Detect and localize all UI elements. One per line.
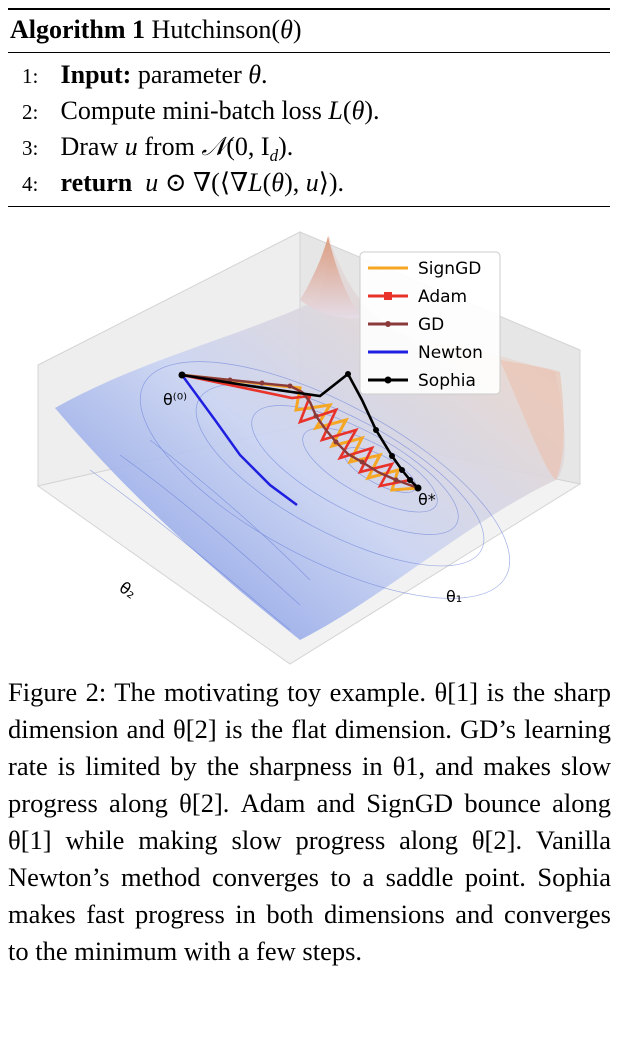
newton-trajectory <box>180 374 298 507</box>
sophia-markers <box>178 371 422 492</box>
gd-markers <box>227 377 399 483</box>
algorithm-line-4: 4: return u ⊙ ∇(⟨∇L(θ), u⟩). <box>22 166 344 201</box>
legend-box <box>359 251 501 395</box>
legend: SignGD Adam GD Newton Sophia <box>359 251 501 395</box>
line-keyword: return <box>60 168 133 197</box>
legend-item-gd: GD <box>368 315 444 335</box>
legend-label: Sophia <box>418 371 476 391</box>
caption-text: Figure 2: The motivating toy example. θ[… <box>8 677 611 966</box>
line-number: 3: <box>22 136 39 160</box>
algorithm-line-1: 1: Input: parameter θ. <box>22 58 268 93</box>
line-keyword: Input: <box>60 60 132 89</box>
line-text: parameter θ. <box>137 60 268 89</box>
optimum-label: θ* <box>418 490 436 509</box>
start-point-label: θ⁽⁰⁾ <box>163 390 187 409</box>
surface-right-ridge <box>500 360 564 480</box>
surface-peak <box>300 236 362 319</box>
axis-theta2-label: θ₂ <box>116 578 140 603</box>
loss-surface-figure: θ⁽⁰⁾ θ* θ₂ θ₁ SignGD Adam GD Newton Soph… <box>36 231 582 665</box>
legend-label: Adam <box>418 287 467 307</box>
legend-label: GD <box>418 315 444 335</box>
line-text: Compute mini-batch loss L(θ). <box>60 96 380 125</box>
legend-label: Newton <box>418 343 483 363</box>
algorithm-header-rule <box>8 52 610 53</box>
line-number: 2: <box>22 100 39 124</box>
line-text: Draw u from 𝒩(0, Id). <box>60 132 294 166</box>
legend-item-sophia: Sophia <box>368 371 476 391</box>
algorithm-title-name: Hutchinson(θ) <box>151 15 302 44</box>
figure-caption: Figure 2: The motivating toy example. θ[… <box>8 674 611 970</box>
signgd-trajectory <box>181 373 419 492</box>
algorithm-title: Algorithm 1 Hutchinson(θ) <box>10 14 302 46</box>
legend-item-signgd: SignGD <box>368 259 481 279</box>
line-number: 1: <box>22 64 39 88</box>
contour-lines <box>89 361 511 631</box>
legend-label: SignGD <box>418 259 481 279</box>
sophia-trajectory <box>181 372 419 489</box>
algorithm-top-rule <box>8 8 610 10</box>
line-text: u ⊙ ∇(⟨∇L(θ), u⟩). <box>145 168 345 197</box>
algorithm-line-3: 3: Draw u from 𝒩(0, Id). <box>22 130 293 173</box>
algorithm-line-2: 2: Compute mini-batch loss L(θ). <box>22 94 380 129</box>
algorithm-bottom-rule <box>8 206 610 207</box>
loss-surface <box>55 236 565 640</box>
axis-theta1-label: θ₁ <box>446 587 462 606</box>
legend-item-newton: Newton <box>368 343 483 363</box>
algorithm-title-label: Algorithm 1 <box>10 15 146 44</box>
legend-item-adam: Adam <box>368 287 467 307</box>
line-number: 4: <box>22 172 39 196</box>
